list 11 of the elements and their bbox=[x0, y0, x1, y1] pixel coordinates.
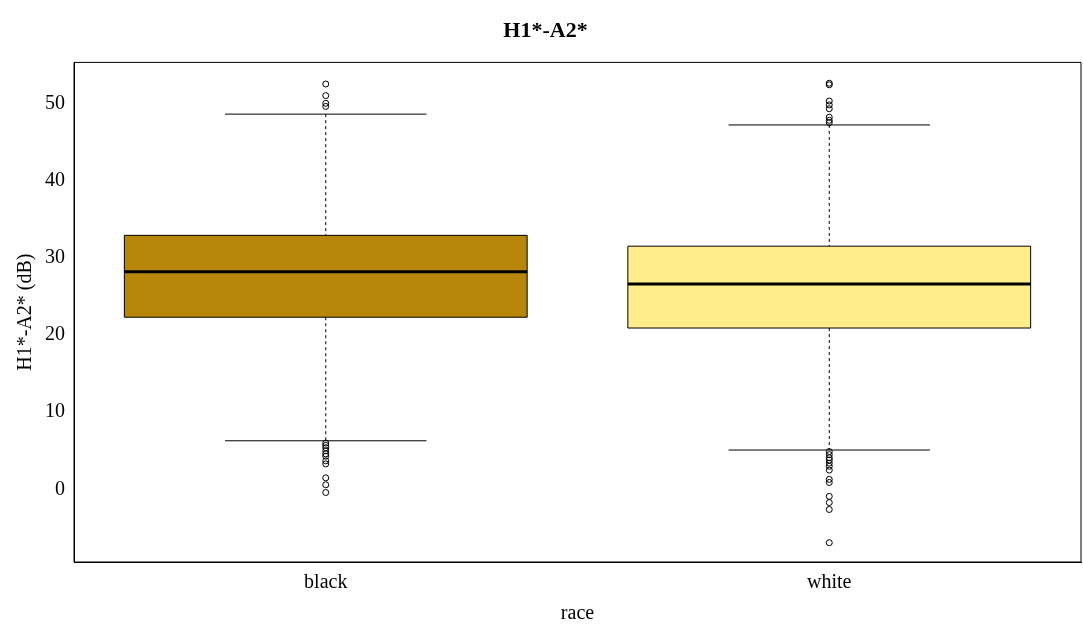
y-tick-label: 40 bbox=[45, 167, 65, 190]
y-tick-label: 10 bbox=[45, 399, 65, 422]
x-tick-label: white bbox=[807, 570, 852, 593]
y-tick-label: 50 bbox=[45, 90, 65, 113]
y-tick-label: 0 bbox=[55, 476, 65, 499]
x-axis-title: race bbox=[560, 601, 595, 624]
y-tick-label: 20 bbox=[45, 322, 65, 345]
y-tick-label: 30 bbox=[45, 245, 65, 268]
x-tick-label: black bbox=[304, 570, 348, 593]
chart-title: H1*-A2* bbox=[503, 16, 588, 42]
y-axis-title: H1*-A2* (dB) bbox=[13, 253, 37, 371]
